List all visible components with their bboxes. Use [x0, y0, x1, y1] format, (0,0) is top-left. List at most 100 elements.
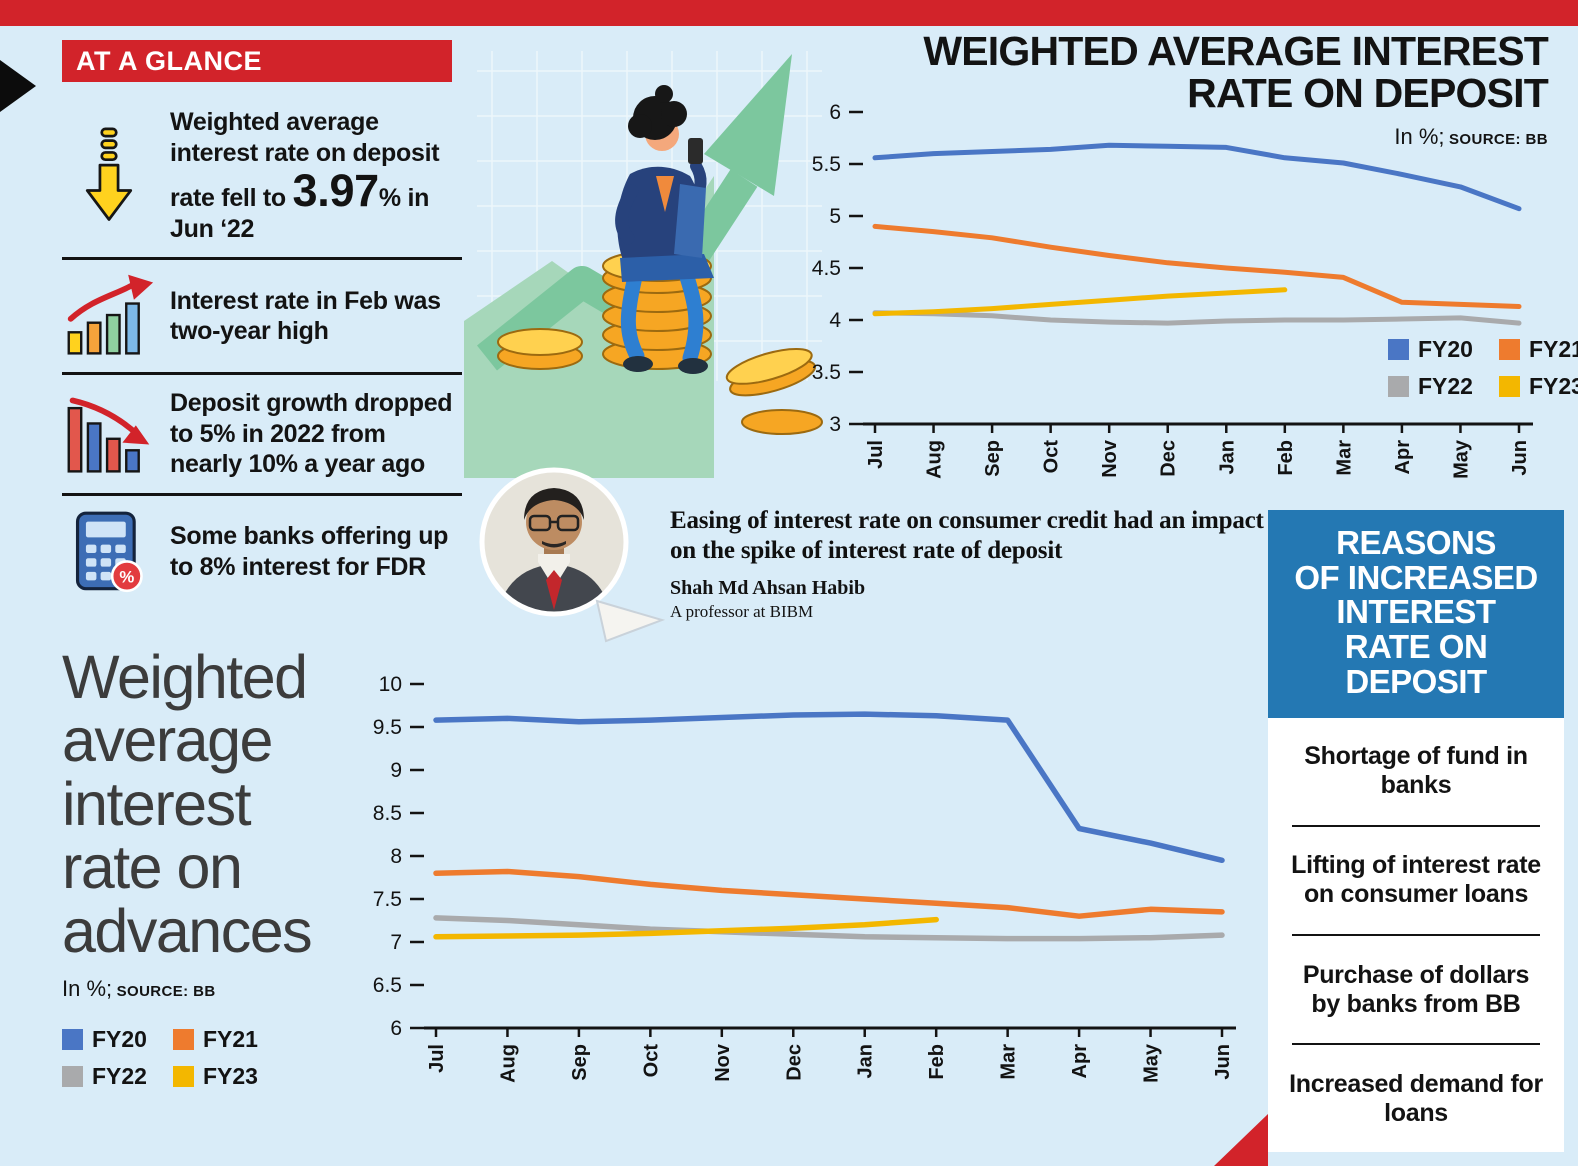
quote-author: Shah Md Ahsan Habib	[670, 577, 866, 599]
legend-label: FY20	[1418, 336, 1473, 362]
calculator-icon: %	[62, 509, 156, 595]
svg-text:Jun: Jun	[1509, 440, 1531, 476]
fy22-swatch	[62, 1066, 83, 1087]
falling-rate-icon	[62, 122, 156, 230]
series-FY22	[872, 310, 1522, 326]
divider	[62, 257, 462, 260]
reason-item: Purchase of dollars by banks from BB	[1302, 960, 1530, 1018]
reason-item: Lifting of interest rate on consumer loa…	[1291, 851, 1541, 909]
fy23-swatch	[172, 1066, 194, 1087]
legend-item-fy20: FY20	[62, 1026, 147, 1053]
legend-label: FY20	[92, 1026, 147, 1052]
fy20-swatch	[62, 1029, 83, 1050]
speech-tail-icon	[595, 599, 666, 643]
svg-text:Feb: Feb	[926, 1044, 948, 1080]
svg-text:Apr: Apr	[1069, 1044, 1091, 1079]
svg-text:Jan: Jan	[1216, 440, 1238, 474]
reasons-title: REASONS OF INCREASED INTEREST RATE ON DE…	[1268, 510, 1564, 718]
svg-text:Nov: Nov	[712, 1043, 734, 1082]
svg-text:Jan: Jan	[855, 1044, 877, 1078]
svg-text:May: May	[1141, 1043, 1163, 1083]
green-hill	[464, 176, 714, 478]
series-FY21	[433, 868, 1225, 919]
svg-text:3.5: 3.5	[812, 361, 841, 384]
reasons-list: Shortage of fund in banks Lifting of int…	[1268, 718, 1564, 1152]
divider	[1292, 1043, 1540, 1046]
svg-text:8.5: 8.5	[373, 802, 402, 825]
unit-note: In %;	[62, 976, 113, 1001]
svg-text:Feb: Feb	[1275, 440, 1297, 476]
glance-text-fdr: Some banks offering up to 8% interest fo…	[170, 522, 449, 581]
glance-text-two-year-high: Interest rate in Feb was two-year high	[170, 286, 441, 346]
svg-text:6: 6	[390, 1017, 402, 1040]
svg-text:5: 5	[829, 205, 841, 228]
big-value: 3.97	[292, 165, 380, 216]
svg-text:7: 7	[390, 931, 402, 954]
svg-text:9.5: 9.5	[373, 716, 402, 739]
svg-text:Mar: Mar	[1333, 440, 1355, 476]
legend-item-fy20: FY20	[1388, 336, 1473, 363]
svg-text:Nov: Nov	[1099, 439, 1121, 478]
advances-chart: 6 6.5 7 7.5 8 8.5 9 9.5 10 Jul Aug Sep Oct Nov Dec Jan F…	[373, 673, 1236, 1083]
fy23-swatch	[1498, 376, 1520, 397]
at-a-glance-list: Weighted average interest rate on deposi…	[62, 94, 462, 608]
legend-label: FY21	[202, 1026, 258, 1052]
series-FY20	[872, 142, 1522, 212]
svg-text:4.5: 4.5	[812, 257, 841, 280]
divider	[1292, 933, 1540, 936]
glance-text-deposit-growth: Deposit growth dropped to 5% in 2022 fro…	[170, 389, 453, 478]
series-FY23	[872, 287, 1288, 317]
svg-text:Jun: Jun	[1212, 1044, 1234, 1080]
glance-item-two-year-high: Interest rate in Feb was two-year high	[62, 260, 462, 372]
legend-item-fy22: FY22	[1388, 373, 1473, 400]
glance-item-deposit-growth: Deposit growth dropped to 5% in 2022 fro…	[62, 375, 462, 493]
fy20-swatch	[1388, 339, 1409, 360]
avatar	[479, 467, 629, 617]
legend-label: FY23	[1528, 373, 1578, 399]
svg-text:Jul: Jul	[865, 440, 887, 469]
legend-label: FY23	[202, 1063, 258, 1089]
big-value-unit: %	[378, 184, 401, 212]
fy21-swatch	[1498, 339, 1520, 360]
svg-text:3: 3	[829, 413, 841, 436]
svg-text:6: 6	[829, 101, 841, 124]
fy21-swatch	[172, 1029, 194, 1050]
svg-text:10: 10	[379, 673, 402, 696]
corner-fold-icon	[0, 60, 36, 112]
reason-item: Shortage of fund in banks	[1304, 742, 1528, 799]
glance-item-fdr: % Some banks offering up to 8% interest …	[62, 496, 462, 608]
deposit-chart: 3 3.5 4 4.5 5 5.5 6 Jul Aug Sep Oct Nov Dec Jan Feb Mar…	[812, 101, 1533, 479]
source-note: SOURCE: BB	[116, 983, 216, 1000]
svg-text:Sep: Sep	[569, 1044, 591, 1081]
svg-text:7.5: 7.5	[373, 888, 402, 911]
svg-text:Dec: Dec	[1158, 440, 1180, 477]
person	[615, 85, 714, 374]
falling-bars-icon	[62, 390, 156, 478]
legend-item-fy21: FY21	[172, 1026, 258, 1053]
svg-text:6.5: 6.5	[373, 974, 402, 997]
svg-text:Apr: Apr	[1392, 440, 1414, 475]
svg-text:May: May	[1450, 439, 1472, 479]
fy22-swatch	[1388, 376, 1409, 397]
quote-text: Easing of interest rate on consumer cred…	[670, 507, 1264, 564]
at-a-glance-header: AT A GLANCE	[62, 40, 452, 82]
legend-label: FY22	[1418, 373, 1473, 399]
illustration-person-on-coins	[464, 51, 823, 478]
deposit-chart-title: WEIGHTED AVERAGE INTEREST RATE ON DEPOSI…	[923, 28, 1548, 117]
top-red-strip	[0, 0, 1578, 26]
svg-text:4: 4	[829, 309, 841, 332]
series-FY22	[433, 915, 1225, 942]
divider	[62, 492, 462, 496]
svg-text:Aug: Aug	[497, 1044, 519, 1083]
series-FY23	[433, 916, 939, 940]
advances-chart-note: In %; SOURCE: BB	[62, 976, 216, 1002]
svg-text:5.5: 5.5	[812, 153, 841, 176]
svg-text:8: 8	[390, 845, 402, 868]
svg-text:Mar: Mar	[998, 1044, 1020, 1080]
divider	[1292, 824, 1540, 827]
glance-item-deposit-fall: Weighted average interest rate on deposi…	[62, 94, 462, 257]
svg-text:Oct: Oct	[1041, 440, 1063, 474]
deposit-chart-note: In %; SOURCE: BB	[898, 124, 1548, 150]
svg-text:Sep: Sep	[982, 440, 1004, 477]
series-FY20	[433, 711, 1225, 864]
